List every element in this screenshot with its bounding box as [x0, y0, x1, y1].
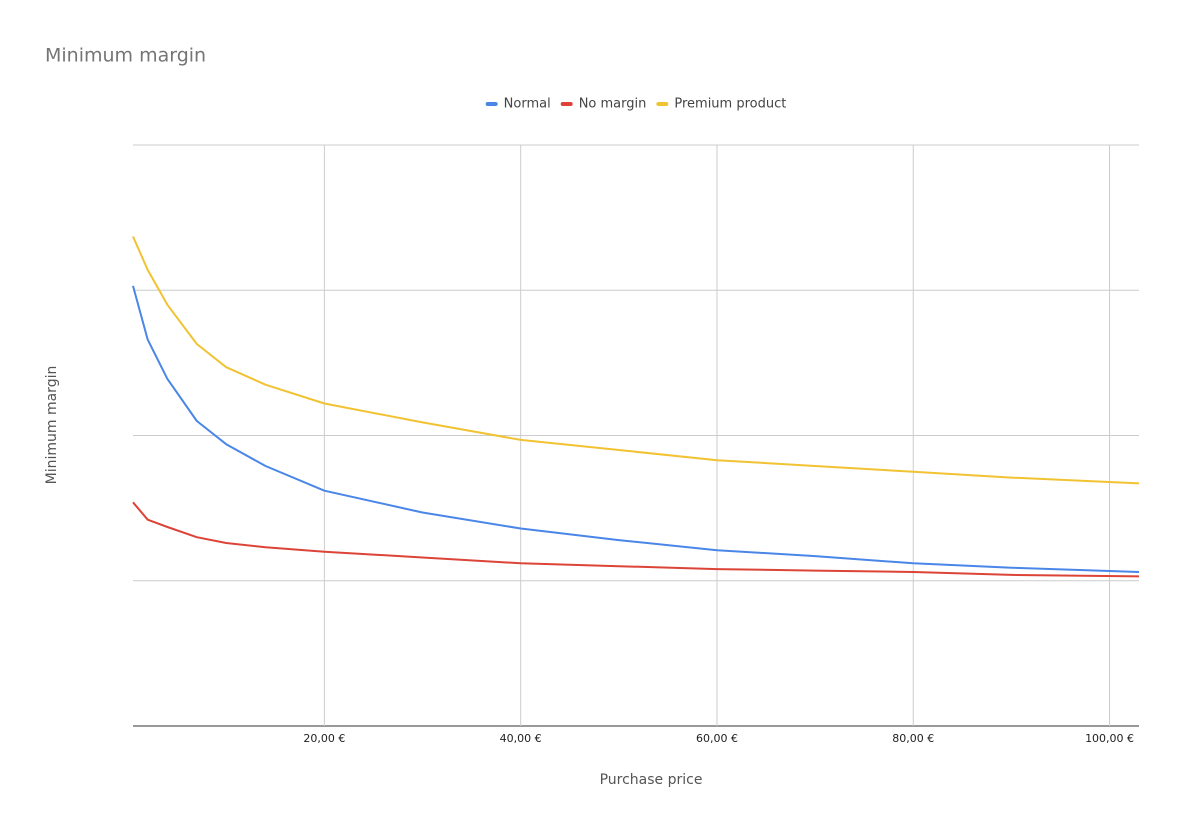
x-tick-label: 100,00 € [1085, 732, 1134, 745]
legend-label: Normal [504, 97, 551, 112]
x-tick-label: 60,00 € [696, 732, 738, 745]
legend: Normal No margin Premium product [485, 97, 786, 112]
y-axis-label: Minimum margin [44, 366, 60, 485]
series-line [132, 285, 1140, 573]
chart-title: Minimum margin [45, 45, 206, 67]
x-tick-label: 20,00 € [303, 732, 345, 745]
legend-swatch [656, 102, 669, 106]
x-axis-label: Purchase price [600, 772, 703, 788]
series-line [132, 501, 1140, 578]
x-tick-label: 40,00 € [500, 732, 542, 745]
legend-swatch [560, 102, 573, 106]
legend-swatch [485, 102, 498, 106]
x-tick-label: 80,00 € [892, 732, 934, 745]
legend-label: No margin [579, 97, 647, 112]
series-line [132, 236, 1140, 485]
legend-label: Premium product [674, 97, 786, 112]
